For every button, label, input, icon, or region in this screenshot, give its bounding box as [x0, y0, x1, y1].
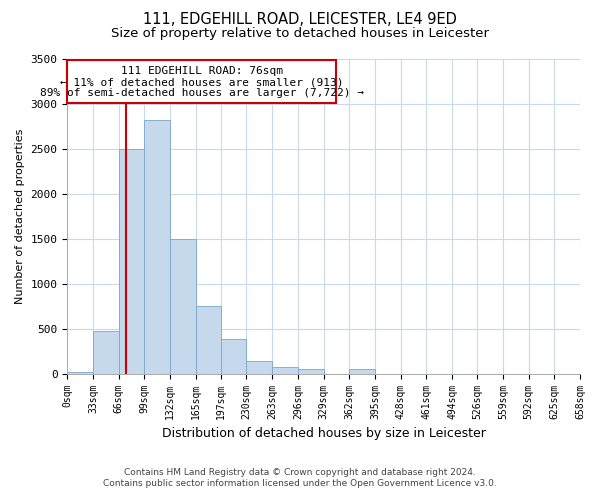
Bar: [196, 306, 221, 374]
Y-axis label: Number of detached properties: Number of detached properties: [15, 128, 25, 304]
Bar: [298, 369, 323, 374]
Text: ← 11% of detached houses are smaller (913): ← 11% of detached houses are smaller (91…: [60, 78, 343, 88]
Bar: [145, 120, 170, 374]
Bar: [170, 239, 196, 374]
Text: Size of property relative to detached houses in Leicester: Size of property relative to detached ho…: [111, 28, 489, 40]
Text: 89% of semi-detached houses are larger (7,722) →: 89% of semi-detached houses are larger (…: [40, 88, 364, 98]
X-axis label: Distribution of detached houses by size in Leicester: Distribution of detached houses by size …: [162, 427, 485, 440]
Bar: [93, 330, 119, 374]
Bar: [221, 338, 247, 374]
Text: Contains HM Land Registry data © Crown copyright and database right 2024.
Contai: Contains HM Land Registry data © Crown c…: [103, 468, 497, 487]
Bar: [119, 149, 145, 374]
Bar: [247, 360, 272, 374]
Bar: [272, 368, 298, 374]
Text: 111, EDGEHILL ROAD, LEICESTER, LE4 9ED: 111, EDGEHILL ROAD, LEICESTER, LE4 9ED: [143, 12, 457, 28]
Bar: [67, 372, 93, 374]
FancyBboxPatch shape: [67, 60, 336, 103]
Text: 111 EDGEHILL ROAD: 76sqm: 111 EDGEHILL ROAD: 76sqm: [121, 66, 283, 76]
Bar: [349, 369, 375, 374]
